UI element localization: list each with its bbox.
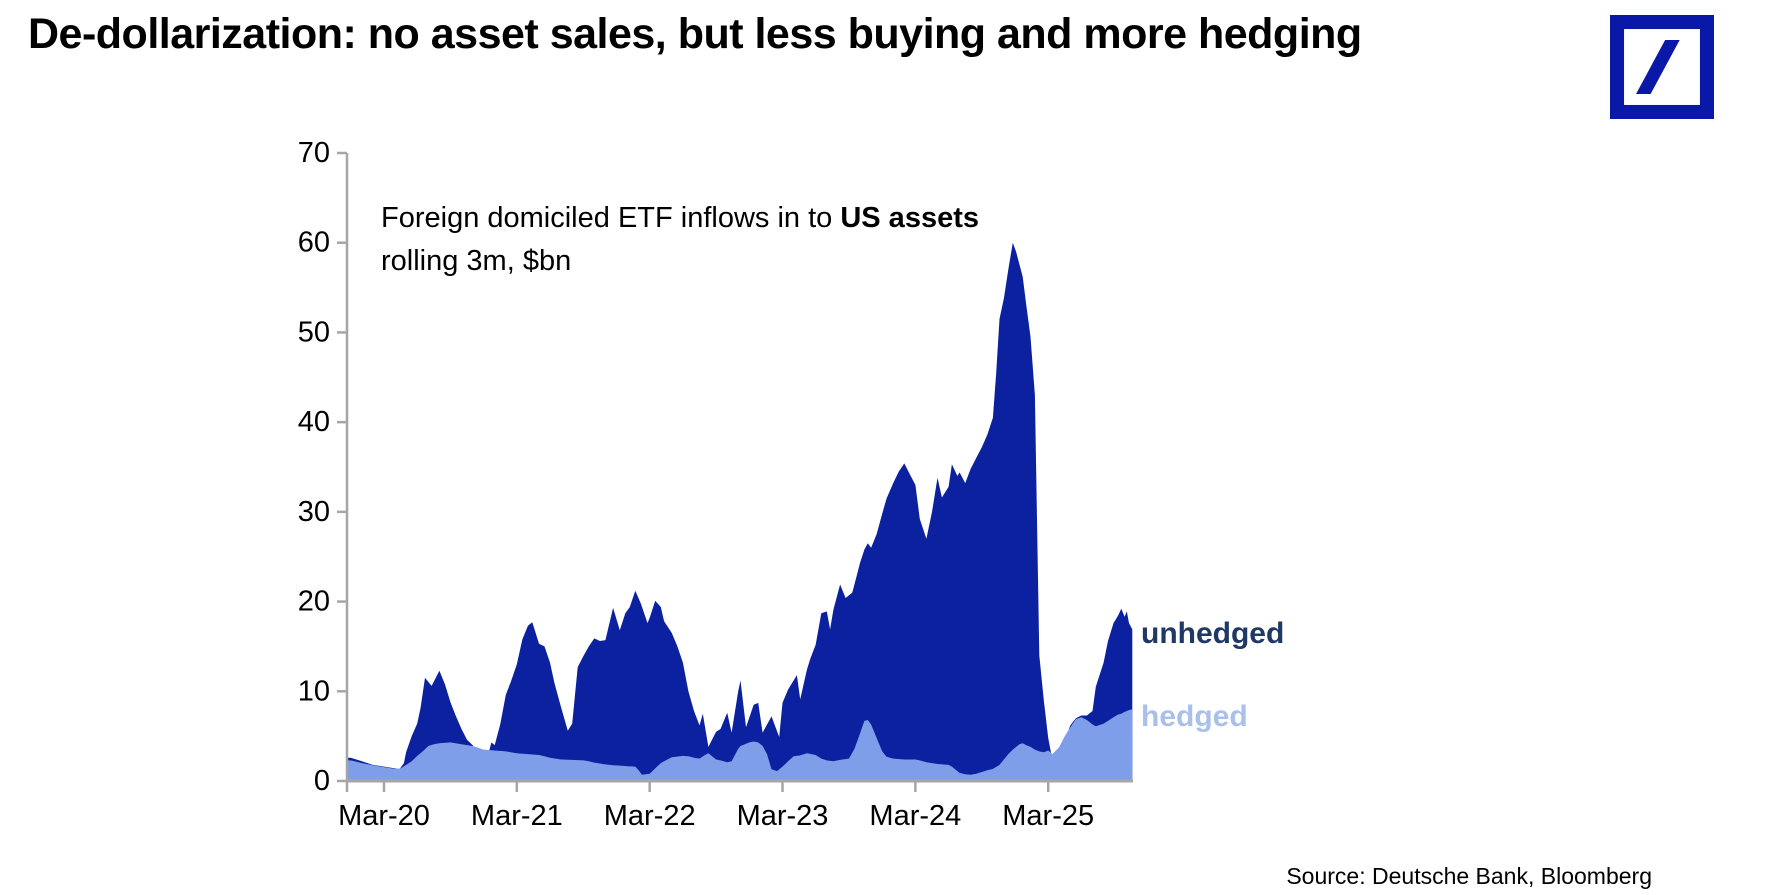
y-tick-label: 50	[298, 316, 330, 348]
y-tick-label: 40	[298, 406, 330, 438]
x-tick-label: Mar-25	[1002, 800, 1094, 832]
series-label-unhedged: unhedged	[1141, 617, 1285, 650]
chart-annotation-line1: Foreign domiciled ETF inflows in to US a…	[381, 202, 979, 235]
deutsche-bank-slash-icon	[1610, 15, 1714, 119]
y-tick-label: 0	[314, 765, 330, 797]
y-tick-label: 10	[298, 675, 330, 707]
deutsche-bank-logo-icon	[1610, 15, 1714, 119]
x-tick-label: Mar-20	[338, 800, 430, 832]
x-tick-label: Mar-23	[737, 800, 829, 832]
area-series-unhedged	[347, 242, 1133, 781]
x-tick-label: Mar-24	[869, 800, 961, 832]
area-series-hedged	[347, 709, 1133, 781]
x-tick-label: Mar-22	[604, 800, 696, 832]
annotation-bold-text: US assets	[840, 202, 979, 234]
source-note: Source: Deutsche Bank, Bloomberg	[1286, 863, 1652, 889]
y-tick-label: 20	[298, 586, 330, 618]
y-tick-label: 60	[298, 227, 330, 259]
y-tick-label: 70	[298, 137, 330, 169]
series-label-hedged: hedged	[1141, 700, 1248, 733]
page-title: De-dollarization: no asset sales, but le…	[28, 10, 1362, 58]
x-tick-label: Mar-21	[471, 800, 563, 832]
chart-annotation-line2: rolling 3m, $bn	[381, 245, 572, 277]
y-tick-label: 30	[298, 496, 330, 528]
annotation-regular-text: Foreign domiciled ETF inflows in to	[381, 202, 841, 234]
